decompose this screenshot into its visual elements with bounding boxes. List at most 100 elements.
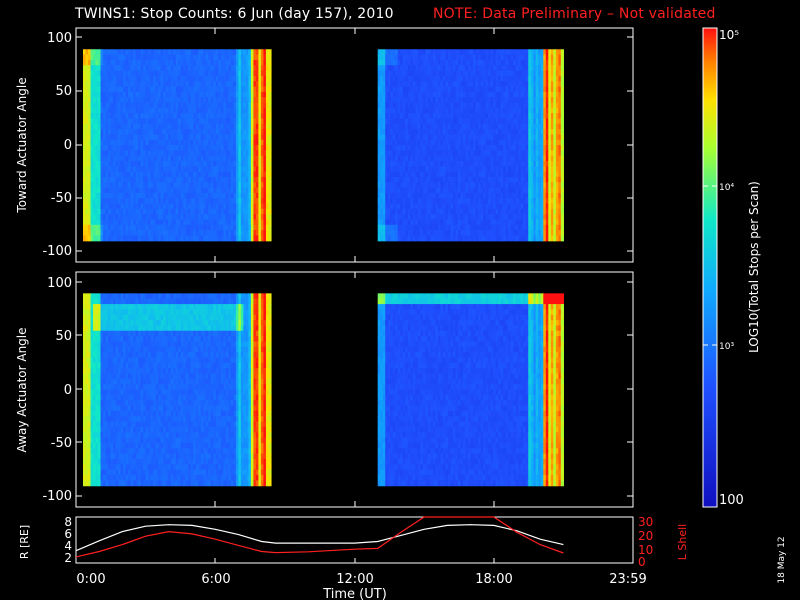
heatmap-cell [223,102,227,109]
heatmap-cell [108,70,112,77]
heatmap-cell [427,113,431,120]
heatmap-cell [463,59,467,66]
heatmap-cell [455,224,459,231]
heatmap-cell [255,81,260,88]
heatmap-cell [208,113,212,120]
heatmap-cell [392,166,396,173]
heatmap-cell [387,192,391,199]
heatmap-cell [385,224,389,231]
heatmap-cell [130,113,134,120]
heatmap-cell [128,224,132,231]
heatmap-cell [130,59,134,66]
heatmap-cell [205,107,209,114]
heatmap-cell [175,81,179,88]
heatmap-cell [173,59,177,66]
heatmap-cell [407,235,411,242]
heatmap-cell [508,59,512,66]
heatmap-cell [490,203,494,210]
heatmap-cell [230,91,234,98]
heatmap-cell [203,150,207,157]
heatmap-cell [265,113,270,120]
heatmap-cell [128,91,132,98]
heatmap-cell [103,102,107,109]
heatmap-cell [488,198,492,205]
heatmap-cell [468,230,472,237]
heatmap-cell [390,203,394,210]
heatmap-cell [435,160,439,167]
heatmap-cell [475,75,479,82]
heatmap-cell [198,139,202,146]
heatmap-cell [100,129,104,135]
heatmap-cell [468,70,472,77]
heatmap-cell [427,54,431,61]
heatmap-cell [83,65,87,72]
heatmap-cell [153,139,157,146]
heatmap-cell [210,150,214,157]
heatmap-cell [200,230,204,237]
heatmap-cell [185,81,189,88]
heatmap-cell [442,118,447,125]
heatmap-cell [520,107,524,114]
heatmap-cell [407,91,411,98]
heatmap-cell [473,166,477,173]
heatmap-cell [387,224,391,231]
heatmap-cell [480,70,484,77]
heatmap-cell [158,65,162,72]
heatmap-cell [470,166,474,173]
heatmap-cell [422,107,426,114]
heatmap-cell [460,70,464,77]
heatmap-cell [155,134,159,141]
heatmap-cell [478,81,482,88]
heatmap-cell [203,171,207,178]
heatmap-cell [145,208,149,215]
heatmap-cell [225,123,229,130]
heatmap-cell [475,49,479,56]
heatmap-cell [190,81,194,88]
heatmap-cell [83,155,87,162]
heatmap-cell [145,59,149,66]
heatmap-cell [213,123,217,130]
heatmap-cell [528,91,532,98]
heatmap-cell [265,155,270,162]
heatmap-cell [410,219,414,226]
heatmap-cell [427,219,431,226]
heatmap-cell [250,192,255,199]
heatmap-cell [135,203,139,210]
heatmap-cell [425,224,429,231]
heatmap-cell [500,65,504,72]
heatmap-cell [447,145,452,151]
heatmap-cell [470,102,474,109]
heatmap-cell [165,219,169,226]
heatmap-cell [223,150,227,157]
heatmap-cell [83,160,87,167]
heatmap-cell [190,171,194,178]
heatmap-cell [253,54,257,61]
heatmap-cell [498,208,502,215]
heatmap-cell [490,70,494,77]
heatmap-cell [452,155,457,162]
heatmap-cell [248,134,252,141]
heatmap-cell [533,214,537,221]
heatmap-cell [505,102,509,109]
heatmap-cell [265,97,270,104]
heatmap-cell [437,171,442,178]
heatmap-cell [458,54,462,61]
heatmap-cell [452,123,457,130]
heatmap-cell [115,214,119,221]
heatmap-cell [188,65,192,72]
heatmap-cell [533,219,537,226]
heatmap-cell [93,65,97,72]
heatmap-cell [88,182,92,189]
heatmap-cell [123,102,127,109]
heatmap-cell [253,107,257,114]
heatmap-cell [178,230,182,237]
heatmap-cell [93,176,97,183]
heatmap-cell [188,235,192,242]
heatmap-cell [240,176,244,183]
heatmap-cell [530,65,534,72]
heatmap-cell [255,198,260,205]
heatmap-cell [468,171,472,178]
heatmap-cell [148,65,152,72]
heatmap-cell [258,224,262,231]
heatmap-cell [475,182,479,189]
